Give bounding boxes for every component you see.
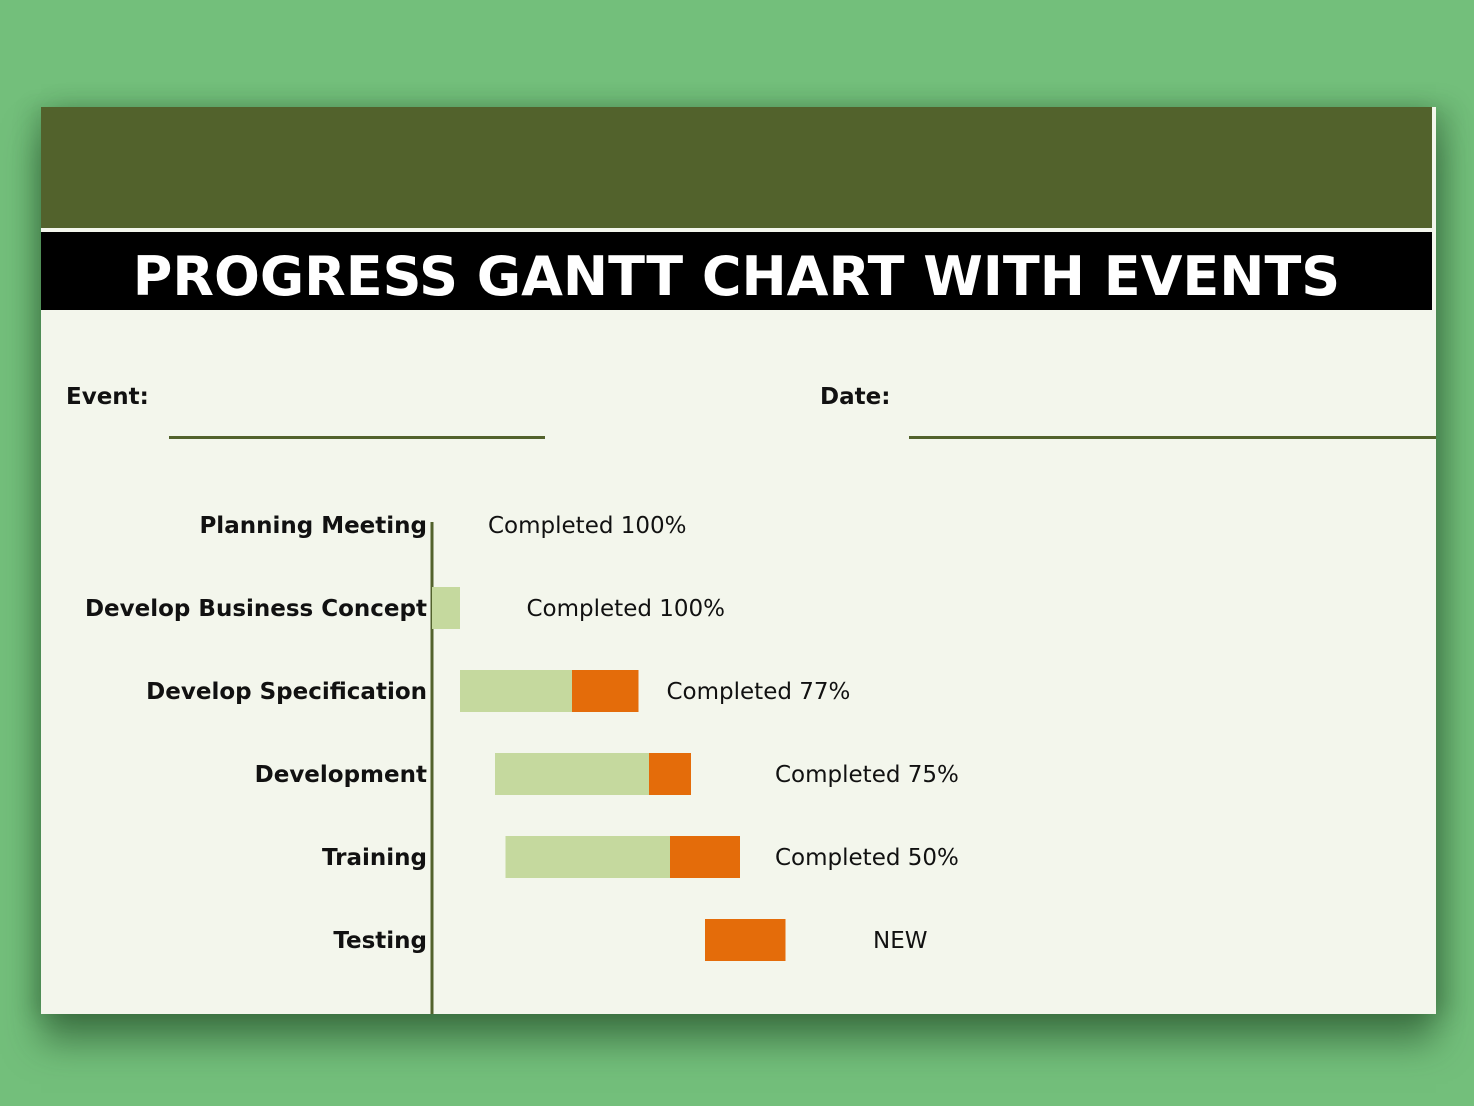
data-label: NEW: [873, 928, 927, 954]
category-label: Develop Specification: [146, 679, 427, 705]
data-label: Completed 100%: [527, 596, 726, 622]
page-title: PROGRESS GANTT CHART WITH EVENTS: [41, 232, 1432, 310]
completed-bar: [495, 753, 649, 795]
remaining-bar: [649, 753, 691, 795]
completed-bar: [505, 836, 670, 878]
completed-bar: [460, 670, 572, 712]
category-label: Develop Business Concept: [85, 596, 427, 622]
data-label: Completed 75%: [775, 762, 959, 788]
data-label: Completed 50%: [775, 845, 959, 871]
event-field[interactable]: [169, 436, 545, 439]
category-label: Training: [322, 845, 427, 871]
category-label: Testing: [333, 928, 427, 954]
remaining-bar: [572, 670, 639, 712]
data-label: Completed 77%: [667, 679, 851, 705]
date-field[interactable]: [909, 436, 1436, 439]
date-label: Date:: [820, 384, 891, 410]
completed-bar: [432, 587, 460, 629]
data-label: Completed 100%: [488, 513, 687, 539]
event-label: Event:: [66, 384, 149, 410]
category-label: Development: [255, 762, 427, 788]
header-band: [41, 107, 1432, 228]
remaining-bar: [670, 836, 740, 878]
remaining-bar: [705, 919, 786, 961]
category-label: Planning Meeting: [199, 513, 427, 539]
